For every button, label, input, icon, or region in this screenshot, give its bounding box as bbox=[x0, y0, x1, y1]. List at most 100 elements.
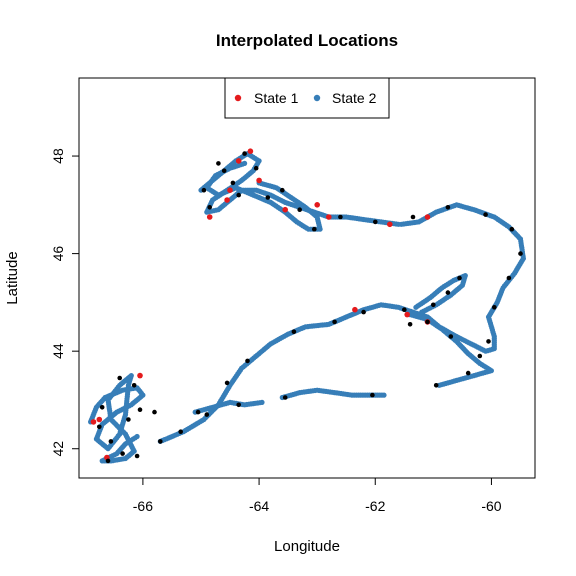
state-2-tracks bbox=[88, 151, 527, 464]
observed-point bbox=[445, 290, 451, 295]
observed-point bbox=[178, 429, 183, 435]
state-2-track bbox=[88, 373, 146, 464]
observed-point bbox=[373, 219, 378, 225]
observed-point bbox=[224, 380, 230, 386]
observed-point bbox=[152, 409, 157, 415]
observed-point bbox=[242, 151, 247, 156]
state-1-point bbox=[352, 306, 358, 313]
observed-point bbox=[486, 339, 491, 344]
observed-point bbox=[518, 251, 523, 256]
state-1-point bbox=[282, 206, 289, 213]
observed-point bbox=[410, 214, 416, 220]
observed-point bbox=[207, 205, 212, 210]
y-tick-label: 42 bbox=[50, 441, 66, 457]
state-1-point bbox=[206, 214, 213, 220]
observed-point bbox=[291, 329, 297, 335]
state-1-point bbox=[256, 177, 262, 184]
observed-point bbox=[433, 383, 439, 388]
state-1-point bbox=[224, 197, 230, 203]
state-1-point bbox=[247, 148, 254, 154]
observed-point bbox=[158, 439, 163, 444]
x-tick-label: -60 bbox=[481, 498, 501, 514]
observed-point bbox=[425, 319, 430, 325]
observed-point bbox=[99, 405, 105, 410]
state-1-point bbox=[424, 214, 431, 220]
legend: State 1 State 2 bbox=[224, 77, 390, 119]
observed-point bbox=[370, 392, 375, 398]
state-2-point bbox=[259, 399, 265, 405]
state-1-point bbox=[404, 311, 411, 318]
observed-point bbox=[201, 187, 207, 193]
state-2-track bbox=[192, 399, 265, 415]
observed-point bbox=[236, 192, 241, 198]
observed-point bbox=[230, 180, 236, 186]
state-2-point bbox=[134, 433, 140, 440]
observed-point bbox=[195, 409, 201, 415]
state-1-point bbox=[326, 214, 332, 220]
legend-marker-state-2 bbox=[313, 94, 321, 102]
observed-point bbox=[297, 207, 303, 212]
y-tick-label: 44 bbox=[50, 343, 66, 359]
observed-point bbox=[236, 402, 241, 408]
observed-point bbox=[97, 424, 102, 430]
legend-marker-state-1 bbox=[234, 94, 242, 102]
y-axis: 42 44 46 48 bbox=[50, 148, 80, 457]
observed-point bbox=[361, 309, 366, 315]
observed-point bbox=[245, 358, 250, 364]
observed-point bbox=[126, 417, 131, 422]
observed-point bbox=[105, 458, 111, 464]
state-1-point bbox=[96, 416, 103, 423]
observed-point bbox=[509, 226, 515, 232]
x-axis: -66 -64 -62 -60 bbox=[133, 477, 502, 514]
observed-point bbox=[221, 168, 227, 173]
observed-point bbox=[204, 412, 210, 417]
observed-point bbox=[117, 375, 122, 381]
state-1-point bbox=[90, 419, 97, 425]
observed-point bbox=[457, 275, 462, 281]
observed-point bbox=[448, 334, 454, 339]
observed-point bbox=[483, 212, 488, 217]
legend-label-state-2: State 2 bbox=[332, 90, 377, 106]
observed-point bbox=[108, 439, 114, 444]
state-1-point bbox=[137, 372, 143, 379]
observed-point bbox=[137, 407, 143, 413]
y-tick-label: 46 bbox=[50, 246, 66, 262]
state-1-point bbox=[387, 221, 393, 228]
x-tick-label: -66 bbox=[133, 498, 153, 514]
chart-title: Interpolated Locations bbox=[216, 31, 398, 50]
state-2-point bbox=[413, 304, 419, 310]
legend-box bbox=[224, 77, 390, 119]
state-2-track bbox=[204, 160, 323, 232]
observed-points bbox=[97, 151, 523, 464]
observed-point bbox=[431, 302, 436, 308]
observed-point bbox=[134, 453, 140, 459]
state-1-point bbox=[227, 187, 233, 193]
observed-point bbox=[120, 451, 125, 456]
observed-point bbox=[280, 187, 285, 193]
observed-point bbox=[445, 205, 451, 210]
observed-point bbox=[402, 307, 407, 313]
y-axis-label: Latitude bbox=[4, 251, 21, 304]
observed-point bbox=[253, 165, 259, 171]
observed-point bbox=[216, 161, 221, 166]
observed-point bbox=[312, 226, 317, 232]
observed-point bbox=[282, 395, 288, 400]
state-2-point bbox=[395, 221, 402, 227]
legend-label-state-1: State 1 bbox=[254, 90, 299, 106]
observed-point bbox=[477, 353, 483, 359]
plot-area bbox=[88, 148, 527, 464]
state-2-point bbox=[242, 160, 248, 166]
y-tick-label: 48 bbox=[50, 148, 66, 164]
x-tick-label: -62 bbox=[365, 498, 385, 514]
observed-point bbox=[265, 195, 271, 200]
observed-point bbox=[492, 305, 497, 310]
observed-point bbox=[407, 322, 413, 327]
state-1-point bbox=[314, 202, 321, 208]
observed-point bbox=[465, 370, 471, 376]
x-tick-label: -64 bbox=[249, 498, 269, 514]
state-2-point bbox=[381, 392, 387, 398]
observed-point bbox=[506, 275, 512, 281]
observed-point bbox=[332, 319, 337, 325]
observed-point bbox=[131, 383, 137, 388]
